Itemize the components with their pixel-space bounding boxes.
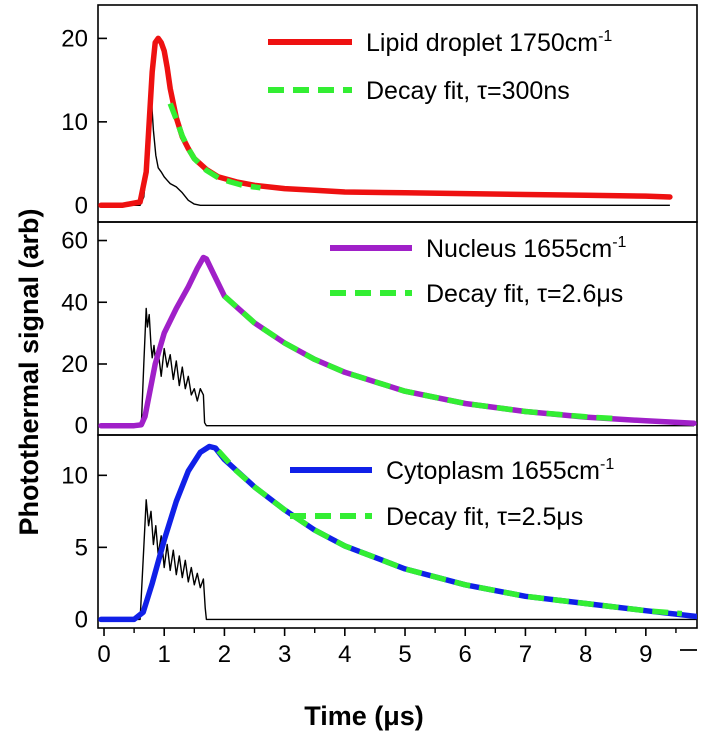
y-tick-label: 60 [61, 228, 88, 255]
x-tick-label: 5 [398, 641, 411, 668]
x-tick-label: 9 [639, 641, 652, 668]
panel-cytoplasm: 0 5 10 Cytoplasm 1655cm-1 Decay fit, τ=2.5μs [61, 434, 698, 633]
x-tick-label: 0 [97, 641, 110, 668]
y-tick-label: 0 [75, 413, 88, 440]
legend-label: Nucleus 1655cm-1 [426, 234, 627, 263]
y-tick-label: 10 [61, 109, 88, 136]
legend-nucleus: Nucleus 1655cm-1 Decay fit, τ=2.6μs [330, 234, 627, 308]
x-tick-label: 8 [579, 641, 592, 668]
y-tick-label: 0 [75, 606, 88, 633]
y-tick-label: 40 [61, 289, 88, 316]
x-tick-label: 4 [338, 641, 351, 668]
legend-label: Decay fit, τ=300ns [366, 77, 570, 105]
plot-frame [97, 434, 698, 629]
pulse-reference-line [101, 499, 697, 621]
y-tick-label: 0 [75, 192, 88, 219]
x-axis: 0 1 2 3 4 5 6 7 8 9 [97, 628, 697, 668]
panel-lipid-droplet: 0 10 20 Lipid droplet 1750cm-1 Decay fit, τ=… [61, 4, 698, 223]
pulse-reference-line [101, 307, 694, 427]
signal-line-lipid [98, 35, 673, 209]
decay-fit-line-nucleus [222, 294, 616, 422]
x-tick-label: 3 [278, 641, 291, 668]
legend-label: Decay fit, τ=2.5μs [386, 503, 583, 531]
y-tick-label: 5 [75, 534, 88, 561]
legend-label: Lipid droplet 1750cm-1 [366, 28, 612, 57]
x-axis-title: Time (μs) [304, 701, 424, 731]
legend-lipid: Lipid droplet 1750cm-1 Decay fit, τ=300ns [268, 28, 612, 105]
legend-cytoplasm: Cytoplasm 1655cm-1 Decay fit, τ=2.5μs [290, 456, 614, 531]
y-tick-label: 20 [61, 351, 88, 378]
y-tick-label: 20 [61, 25, 88, 52]
y-tick-label: 10 [61, 462, 88, 489]
x-tick-label: 7 [519, 641, 532, 668]
panel-nucleus: 0 20 40 60 Nucleus 1655cm-1 Decay fit, τ=2.6μ… [61, 221, 698, 440]
x-tick-label: 6 [459, 641, 472, 668]
x-tick-label: 2 [218, 641, 231, 668]
x-tick-label: 1 [158, 641, 171, 668]
legend-label: Decay fit, τ=2.6μs [426, 280, 623, 308]
y-axis-title: Photothermal signal (arb) [14, 208, 44, 535]
legend-label: Cytoplasm 1655cm-1 [386, 456, 614, 485]
decay-fit-line-lipid [167, 102, 261, 191]
